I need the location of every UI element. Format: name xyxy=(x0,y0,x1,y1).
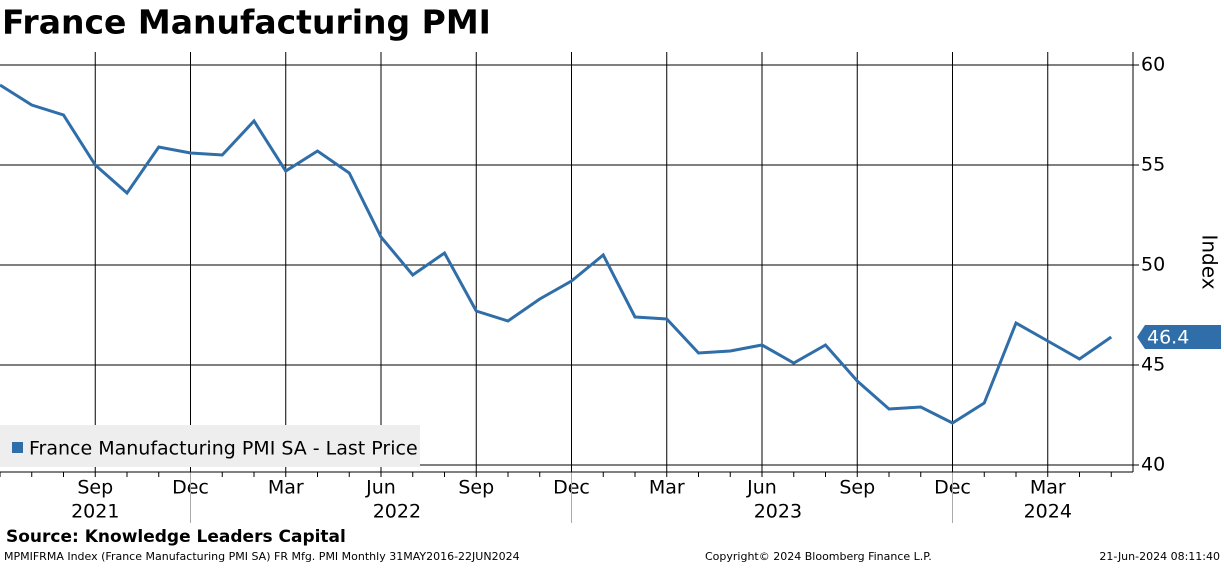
legend-swatch xyxy=(12,442,23,453)
year-label: 2024 xyxy=(1024,501,1072,523)
chart-title: France Manufacturing PMI xyxy=(2,3,491,42)
y-tick-label: 40 xyxy=(1141,454,1165,476)
year-label: 2021 xyxy=(71,501,119,523)
year-label: 2022 xyxy=(373,501,421,523)
last-value-label: 46.4 xyxy=(1147,327,1189,349)
x-tick-label: Mar xyxy=(649,477,685,499)
footer-right: 21-Jun-2024 08:11:40 xyxy=(1099,550,1220,563)
y-tick-label: 45 xyxy=(1141,354,1165,376)
x-tick-label: Sep xyxy=(458,477,494,499)
x-tick-label: Mar xyxy=(1030,477,1066,499)
x-tick-label: Jun xyxy=(365,477,396,499)
line xyxy=(0,83,1113,425)
y-axis-label: Index xyxy=(1198,234,1222,289)
year-label: 2023 xyxy=(754,501,802,523)
y-tick-label: 50 xyxy=(1141,254,1165,276)
y-tick-label: 60 xyxy=(1141,54,1165,76)
footer-center: Copyright© 2024 Bloomberg Finance L.P. xyxy=(705,550,932,563)
legend-label: France Manufacturing PMI SA - Last Price xyxy=(29,438,418,460)
x-tick-label: Sep xyxy=(839,477,875,499)
legend-box xyxy=(0,425,420,467)
y-tick-label: 55 xyxy=(1141,154,1165,176)
source: Source: Knowledge Leaders Capital xyxy=(6,527,346,547)
x-tick-label: Jun xyxy=(746,477,777,499)
x-tick-label: Mar xyxy=(268,477,304,499)
footer-left: MPMIFRMA Index (France Manufacturing PMI… xyxy=(4,550,520,563)
x-tick-label: Sep xyxy=(77,477,113,499)
last-value-box xyxy=(1137,325,1221,349)
